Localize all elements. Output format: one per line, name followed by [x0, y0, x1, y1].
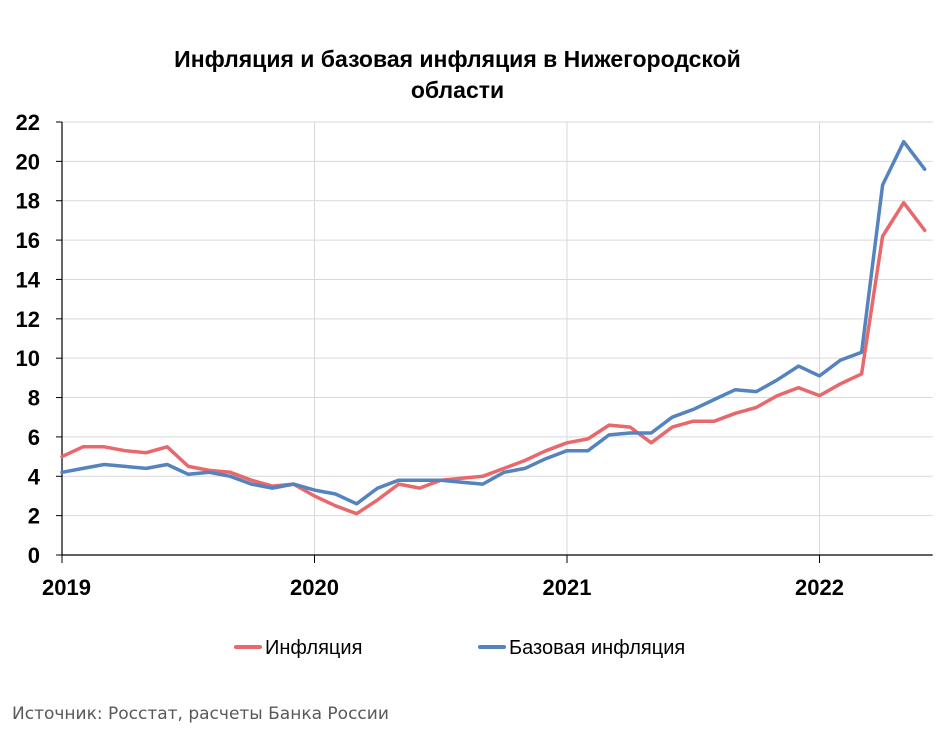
- series-line-core-inflation: [60, 139, 927, 506]
- series-lines: [60, 139, 927, 516]
- legend-label-core-inflation: Базовая инфляция: [509, 637, 686, 659]
- y-tick-label-10: 10: [16, 346, 40, 371]
- axes: [56, 121, 933, 563]
- y-tick-label-16: 16: [16, 228, 40, 253]
- x-tick-label-2022: 2022: [795, 575, 844, 600]
- y-tick-label-4: 4: [28, 464, 41, 489]
- gridlines: [62, 121, 933, 555]
- y-tick-label-12: 12: [16, 307, 40, 332]
- x-tick-label-2021: 2021: [543, 575, 592, 600]
- y-tick-label-2: 2: [28, 504, 40, 529]
- y-tick-label-14: 14: [16, 267, 41, 292]
- chart-title-line-2: области: [410, 77, 505, 103]
- legend-swatch-inflation: [234, 644, 262, 649]
- chart-title: Инфляция и базовая инфляция в Нижегородс…: [0, 44, 915, 106]
- y-tick-label-8: 8: [28, 386, 40, 411]
- y-tick-label-0: 0: [28, 543, 40, 568]
- legend-item-core-inflation: Базовая инфляция: [478, 634, 685, 662]
- legend-item-inflation: Инфляция: [234, 634, 362, 662]
- y-tick-label-20: 20: [16, 149, 40, 174]
- y-tick-label-22: 22: [16, 110, 40, 135]
- series-line-inflation: [60, 200, 927, 516]
- legend-label-inflation: Инфляция: [265, 637, 363, 659]
- x-tick-label-2019: 2019: [42, 575, 91, 600]
- legend-swatch-core-inflation: [478, 644, 506, 649]
- chart-title-line-1: Инфляция и базовая инфляция в Нижегородс…: [174, 46, 741, 72]
- source-note: Источник: Росстат, расчеты Банка России: [12, 704, 389, 724]
- y-tick-label-6: 6: [28, 425, 40, 450]
- y-tick-label-18: 18: [16, 189, 40, 214]
- x-tick-label-2020: 2020: [290, 575, 339, 600]
